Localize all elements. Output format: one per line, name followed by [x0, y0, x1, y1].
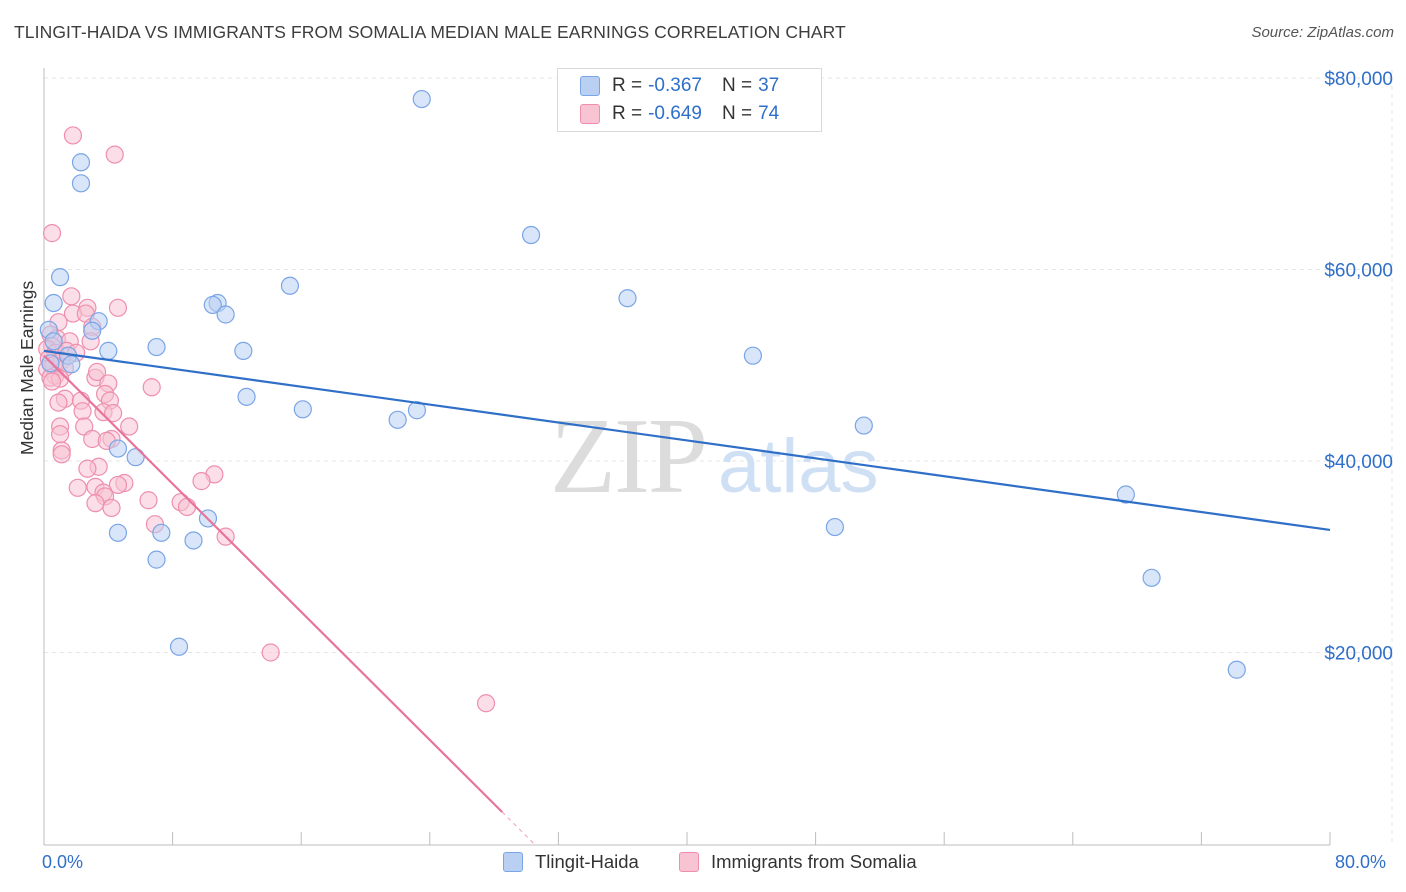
legend-swatch-pink — [580, 104, 600, 124]
somalia-point — [73, 402, 92, 421]
tlingit-point — [237, 387, 256, 406]
chart-title: TLINGIT-HAIDA VS IMMIGRANTS FROM SOMALIA… — [14, 22, 846, 42]
legend-r-label: R = — [612, 75, 643, 96]
somalia-point — [139, 491, 158, 510]
somalia-point — [78, 459, 97, 478]
tlingit-point — [203, 295, 222, 315]
legend-n-value: 37 — [758, 75, 780, 96]
tlingit-point — [62, 355, 81, 374]
tlingit-point — [44, 293, 63, 313]
tlingit-point — [743, 346, 763, 365]
legend-n-value: 74 — [758, 103, 780, 124]
legend-n-label: N = — [721, 103, 753, 124]
tlingit-trend-line — [43, 349, 1331, 532]
tlingit-point — [71, 174, 91, 193]
somalia-point — [108, 298, 128, 317]
somalia-point — [42, 224, 62, 243]
stats-legend: R = -0.367 N = 37 R = -0.649 N = 74 — [557, 68, 822, 132]
somalia-point — [86, 494, 105, 513]
tlingit-points — [39, 89, 1246, 679]
legend-r-value: -0.649 — [648, 103, 702, 124]
somalia-point — [68, 478, 87, 497]
y-tick-labels: $20,000 $40,000 $60,000 $80,000 — [1324, 69, 1393, 665]
series-name-tlingit: Tlingit-Haida — [535, 851, 639, 872]
tlingit-point — [147, 337, 166, 357]
tlingit-point — [854, 416, 873, 435]
somalia-point — [120, 417, 139, 436]
watermark: ZIP atlas — [550, 397, 879, 516]
tlingit-point — [169, 637, 189, 656]
somalia-point — [42, 372, 62, 391]
tlingit-point — [71, 153, 91, 172]
somalia-point — [142, 378, 161, 397]
legend-row-tlingit: R = -0.367 N = 37 — [580, 73, 779, 99]
y-axis-label: Median Male Earnings — [17, 280, 37, 455]
somalia-point — [476, 694, 496, 713]
tlingit-point — [126, 448, 145, 467]
tlingit-point — [184, 531, 203, 550]
legend-r-value: -0.367 — [648, 75, 702, 96]
somalia-point — [105, 145, 124, 164]
gridlines — [44, 70, 1393, 844]
legend-r-label: R = — [612, 103, 643, 124]
watermark-atlas: atlas — [718, 424, 879, 509]
tlingit-point — [216, 305, 235, 324]
tlingit-point — [280, 276, 300, 295]
somalia-trend-line — [43, 354, 503, 813]
tlingit-point — [1116, 485, 1135, 504]
series-legend: Tlingit-Haida Immigrants from Somalia — [0, 851, 1406, 879]
tlingit-point — [293, 400, 312, 419]
tlingit-point — [83, 321, 102, 340]
tlingit-point — [825, 517, 844, 537]
tlingit-point — [44, 332, 63, 351]
tlingit-point — [521, 225, 541, 245]
tlingit-point — [412, 89, 431, 109]
tlingit-point — [152, 523, 171, 542]
somalia-point — [52, 445, 71, 464]
y-tick-label: $20,000 — [1324, 644, 1393, 665]
series-legend-tlingit[interactable]: Tlingit-Haida — [503, 851, 639, 873]
somalia-trend-extension — [501, 811, 535, 845]
somalia-point — [104, 404, 123, 423]
tlingit-point — [50, 268, 70, 287]
chart-source: Source: ZipAtlas.com — [1251, 24, 1394, 41]
y-tick-label: $40,000 — [1324, 452, 1393, 473]
legend-n-label: N = — [721, 75, 753, 96]
x-axis-min-label: 0.0% — [42, 852, 84, 872]
watermark-zip: ZIP — [550, 397, 706, 516]
series-name-somalia: Immigrants from Somalia — [711, 851, 917, 872]
legend-row-somalia: R = -0.649 N = 74 — [580, 101, 779, 127]
legend-swatch-blue — [580, 76, 600, 96]
x-axis-max-label: 80.0% — [1335, 852, 1387, 872]
series-legend-somalia[interactable]: Immigrants from Somalia — [679, 851, 917, 873]
tlingit-point — [618, 289, 637, 308]
somalia-point — [63, 126, 83, 145]
tlingit-point — [234, 341, 253, 360]
tlingit-point — [99, 341, 118, 360]
somalia-point — [108, 475, 128, 495]
somalia-point — [87, 362, 107, 382]
somalia-point — [261, 643, 280, 662]
somalia-point — [62, 287, 81, 306]
trend-lines — [43, 349, 1331, 845]
tlingit-point — [108, 523, 128, 542]
somalia-point — [192, 472, 211, 491]
tlingit-point — [108, 439, 128, 458]
y-tick-label: $60,000 — [1324, 261, 1393, 282]
somalia-point — [50, 425, 70, 444]
somalia-point — [177, 497, 197, 517]
tlingit-point — [147, 550, 166, 569]
tlingit-point — [1227, 660, 1246, 679]
y-tick-label: $80,000 — [1324, 69, 1393, 90]
axes — [43, 68, 1331, 846]
series-swatch-pink — [679, 852, 699, 872]
tlingit-point — [388, 410, 407, 429]
somalia-point — [102, 498, 121, 518]
tlingit-point — [1142, 568, 1161, 587]
somalia-point — [49, 393, 68, 412]
series-swatch-blue — [503, 852, 523, 872]
